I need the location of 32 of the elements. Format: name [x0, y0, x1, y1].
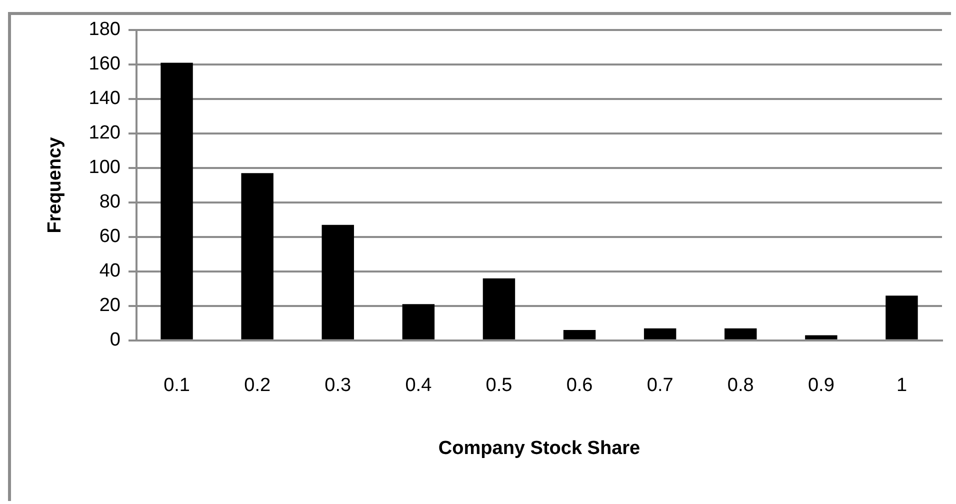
x-axis-title: Company Stock Share	[438, 438, 640, 459]
bar	[402, 304, 435, 340]
x-tick-label: 0.8	[727, 375, 754, 396]
bar	[724, 328, 757, 340]
x-tick-label: 0.4	[405, 375, 432, 396]
y-tick-label: 140	[88, 88, 120, 110]
y-tick-label: 80	[99, 192, 120, 213]
bar	[644, 328, 676, 340]
bar	[241, 173, 274, 340]
y-tick-label: 180	[88, 19, 120, 40]
bar	[805, 335, 838, 340]
y-tick-label: 120	[88, 122, 120, 144]
y-axis-title: Frequency	[44, 136, 66, 234]
bar	[886, 296, 918, 340]
x-tick-label: 0.5	[486, 375, 512, 396]
x-tick-label: 0.3	[324, 375, 352, 396]
y-tick-label: 40	[99, 260, 120, 282]
bar	[563, 330, 596, 340]
x-tick-label: 1	[896, 375, 908, 396]
x-tick-label: 0.2	[244, 375, 271, 396]
x-tick-label: 0.6	[566, 375, 593, 396]
y-tick-label: 20	[99, 295, 120, 316]
x-tick-label: 0.1	[164, 375, 190, 396]
y-tick-label: 160	[88, 54, 120, 75]
y-tick-label: 60	[99, 226, 120, 248]
x-tick-label: 0.9	[808, 375, 834, 396]
bar	[160, 62, 193, 340]
bar	[482, 278, 516, 340]
y-tick-label: 0	[110, 330, 120, 351]
bar	[322, 224, 354, 340]
y-tick-label: 100	[88, 157, 120, 178]
x-tick-label: 0.7	[646, 375, 674, 396]
